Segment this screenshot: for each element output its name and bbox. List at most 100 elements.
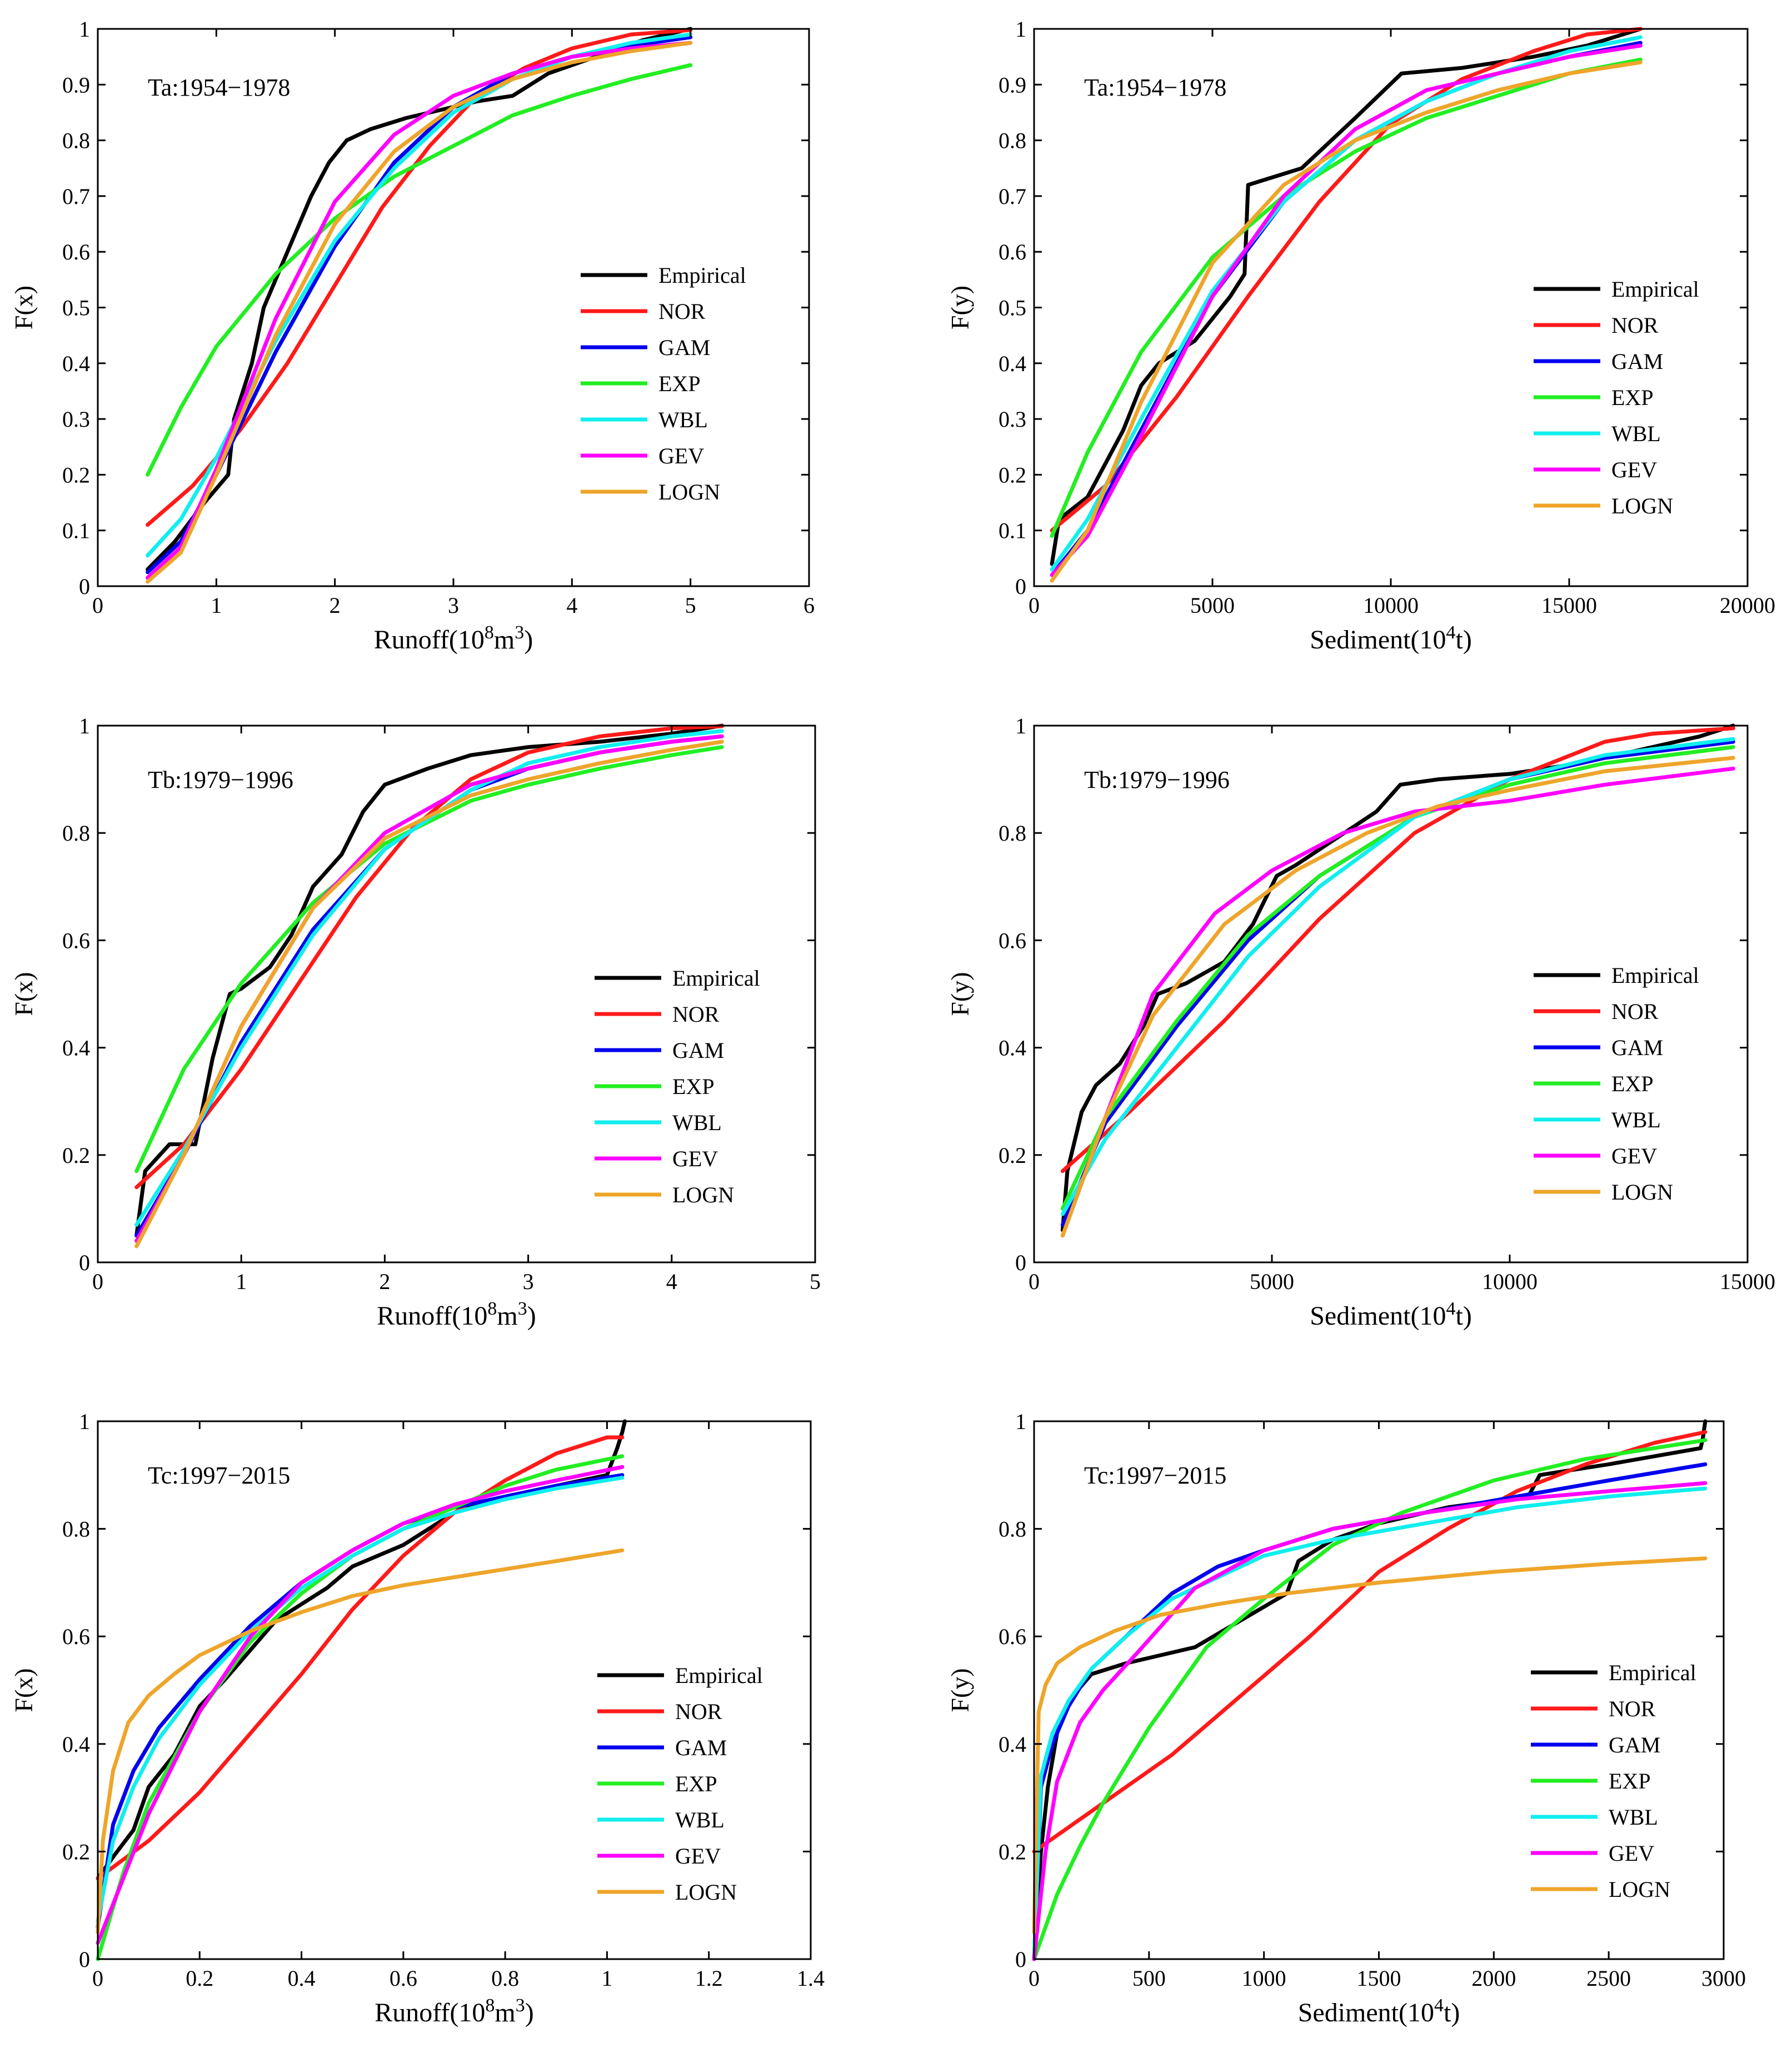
x-axis-label-part: m [497, 1301, 517, 1331]
y-tick-label: 0.7 [999, 184, 1026, 209]
x-axis-label-part: Runoff(10 [374, 625, 485, 655]
legend-label-logn: LOGN [1611, 493, 1673, 518]
x-axis-label-part: 4 [1446, 622, 1455, 643]
x-tick-label: 2000 [1471, 1966, 1516, 1991]
series-line-exp [1050, 57, 1643, 538]
x-axis-label-part: 8 [485, 622, 494, 643]
y-axis-label: F(y) [946, 972, 974, 1016]
y-tick-label: 0.1 [62, 518, 90, 543]
legend-label-wbl: WBL [1611, 1107, 1661, 1132]
x-tick-label: 5 [685, 593, 696, 618]
chart-panel-6: 0 500 1000 1500 2000 2500 3000 0 0.2 0.4 0.6 0.8 1 Tc… [946, 1409, 1746, 2027]
legend-label-logn: LOGN [672, 1182, 734, 1207]
legend-label-gev: GEV [658, 443, 704, 468]
y-axis-label: F(x) [9, 286, 38, 329]
y-tick-label: 0 [1015, 574, 1026, 599]
x-tick-label: 0.2 [186, 1966, 213, 1991]
legend-label-gam: GAM [1611, 349, 1663, 374]
y-tick-label: 0.4 [62, 351, 90, 376]
x-tick-label: 1500 [1357, 1966, 1401, 1991]
legend: Empirical NOR GAM EXP WBL GEV LOGN [597, 1663, 763, 1905]
x-axis-label-part: 3 [515, 622, 524, 643]
x-tick-label: 0.6 [390, 1966, 417, 1991]
x-tick-label: 0 [92, 1966, 103, 1991]
legend-label-exp: EXP [658, 371, 701, 396]
x-axis-label-part: ) [1463, 625, 1472, 655]
legend-label-gam: GAM [1609, 1732, 1660, 1757]
y-tick-label: 0.4 [62, 1036, 90, 1061]
y-tick-label: 0.4 [999, 1036, 1026, 1061]
legend-label-logn: LOGN [1609, 1877, 1670, 1902]
y-tick-label: 0 [1015, 1250, 1026, 1275]
legend-label-gev: GEV [675, 1844, 721, 1869]
y-axis-label: F(x) [9, 1668, 38, 1712]
y-tick-label: 0.8 [999, 821, 1026, 846]
y-tick-label: 0.5 [999, 296, 1026, 321]
legend-label-wbl: WBL [672, 1110, 722, 1135]
y-tick-label: 0.4 [62, 1732, 90, 1757]
y-tick-label: 0.3 [999, 407, 1026, 432]
legend-label-wbl: WBL [1609, 1805, 1658, 1830]
y-tick-label: 1 [1015, 17, 1026, 42]
plot-area [1034, 1421, 1724, 1959]
legend-label-exp: EXP [1611, 1071, 1654, 1096]
legend-label-gam: GAM [1611, 1035, 1663, 1060]
x-tick-label: 5000 [1250, 1269, 1294, 1294]
legend-label-empirical: Empirical [672, 966, 760, 991]
y-tick-label: 0.1 [999, 518, 1026, 543]
x-axis-label: Sediment(104t) [1310, 622, 1472, 655]
legend-label-empirical: Empirical [1609, 1660, 1696, 1685]
series-line-logn [1050, 60, 1643, 583]
x-axis-label-part: 8 [485, 1995, 495, 2016]
series-line-gev [1060, 766, 1735, 1238]
y-tick-label: 0.6 [999, 1624, 1026, 1649]
legend-label-nor: NOR [1611, 999, 1659, 1024]
legend-label-nor: NOR [658, 299, 706, 324]
legend-label-logn: LOGN [1611, 1180, 1673, 1205]
x-axis-label-part: ) [524, 625, 533, 655]
series-line-exp [146, 63, 693, 477]
y-tick-label: 0.6 [62, 1624, 90, 1649]
y-axis-label: F(y) [946, 1668, 974, 1712]
series-line-exp [1032, 1438, 1708, 1961]
series-line-exp [134, 745, 724, 1173]
legend-label-gev: GEV [1611, 457, 1657, 482]
x-axis-label-part: t [1455, 625, 1463, 655]
period-annotation: Ta:1954−1978 [1084, 74, 1226, 101]
period-annotation: Tb:1979−1996 [148, 766, 293, 793]
legend: Empirical NOR GAM EXP WBL GEV LOGN [1534, 277, 1699, 518]
x-tick-label: 0 [1029, 593, 1040, 618]
x-axis-label-part: 3 [516, 1995, 525, 2016]
x-tick-label: 0.8 [491, 1966, 519, 1991]
legend-label-gam: GAM [675, 1735, 727, 1760]
x-tick-label: 0 [1029, 1966, 1040, 1991]
y-tick-label: 0.4 [999, 351, 1026, 376]
series-line-empirical [134, 723, 724, 1238]
y-tick-label: 0.9 [999, 72, 1026, 97]
x-tick-label: 4 [666, 1269, 677, 1294]
legend-label-wbl: WBL [1611, 421, 1661, 446]
legend-label-exp: EXP [1609, 1769, 1651, 1794]
x-tick-label: 1 [211, 593, 222, 618]
y-tick-label: 0.9 [62, 72, 90, 97]
x-tick-label: 3 [523, 1269, 534, 1294]
y-tick-label: 0 [79, 1947, 90, 1972]
y-tick-label: 0.4 [999, 1732, 1026, 1757]
x-axis-label-part: t [1455, 1301, 1463, 1331]
y-tick-label: 0.7 [62, 184, 90, 209]
legend-label-empirical: Empirical [675, 1663, 763, 1688]
chart-panel-4: 0 5000 10000 15000 0 0.2 0.4 0.6 0.8 1 Tb:1979−199… [946, 713, 1775, 1331]
series-line-gev [1032, 1481, 1708, 1961]
series-line-exp [1060, 745, 1735, 1211]
chart-panel-2: 0 5000 10000 15000 20000 0 0.1 0.2 0.3 0.4 0.5 0.6 0… [946, 17, 1775, 655]
series-line-wbl [1060, 737, 1735, 1216]
y-tick-label: 0.6 [62, 928, 90, 953]
legend-label-exp: EXP [675, 1771, 717, 1796]
x-tick-label: 15000 [1720, 1269, 1775, 1294]
plot-frame [97, 1420, 812, 1960]
x-tick-label: 3000 [1701, 1966, 1746, 1991]
series-line-nor [1060, 726, 1735, 1173]
legend-label-gev: GEV [672, 1146, 718, 1171]
x-axis-label-part: 4 [1434, 1995, 1444, 2016]
